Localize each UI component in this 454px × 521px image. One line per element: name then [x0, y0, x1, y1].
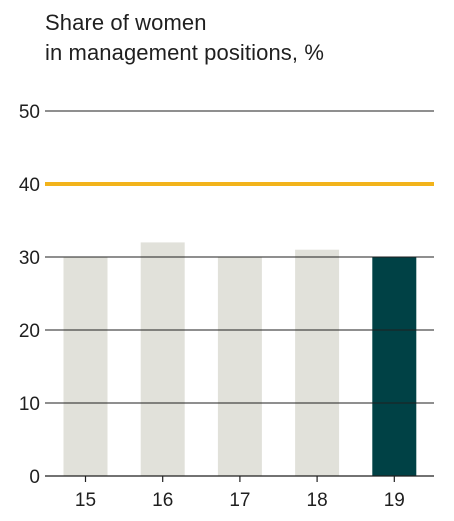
y-tick-label-30: 30 [19, 248, 40, 269]
y-tick-label-20: 20 [19, 321, 40, 342]
bar-15 [63, 257, 108, 476]
x-tick-label-19: 19 [384, 490, 405, 511]
x-tick-label-17: 17 [229, 490, 250, 511]
chart-title-line-1: Share of women [45, 10, 207, 35]
y-tick-label-40: 40 [19, 175, 40, 196]
x-tick-label-15: 15 [75, 490, 96, 511]
chart-title-line-2: in management positions, % [45, 40, 324, 65]
y-axis-labels: 0 10 20 30 40 50 [19, 102, 40, 488]
bar-16 [140, 242, 185, 476]
y-tick-label-0: 0 [29, 467, 40, 488]
chart-title: Share of women in management positions, … [45, 8, 324, 68]
bar-17 [217, 257, 262, 476]
bars-group [63, 242, 417, 476]
y-tick-label-50: 50 [19, 102, 40, 123]
x-tick-label-18: 18 [307, 490, 328, 511]
x-tick-label-16: 16 [152, 490, 173, 511]
bar-19 [372, 257, 417, 476]
bar-18 [295, 249, 340, 476]
y-tick-label-10: 10 [19, 394, 40, 415]
x-axis-labels: 15 16 17 18 19 [75, 476, 405, 511]
